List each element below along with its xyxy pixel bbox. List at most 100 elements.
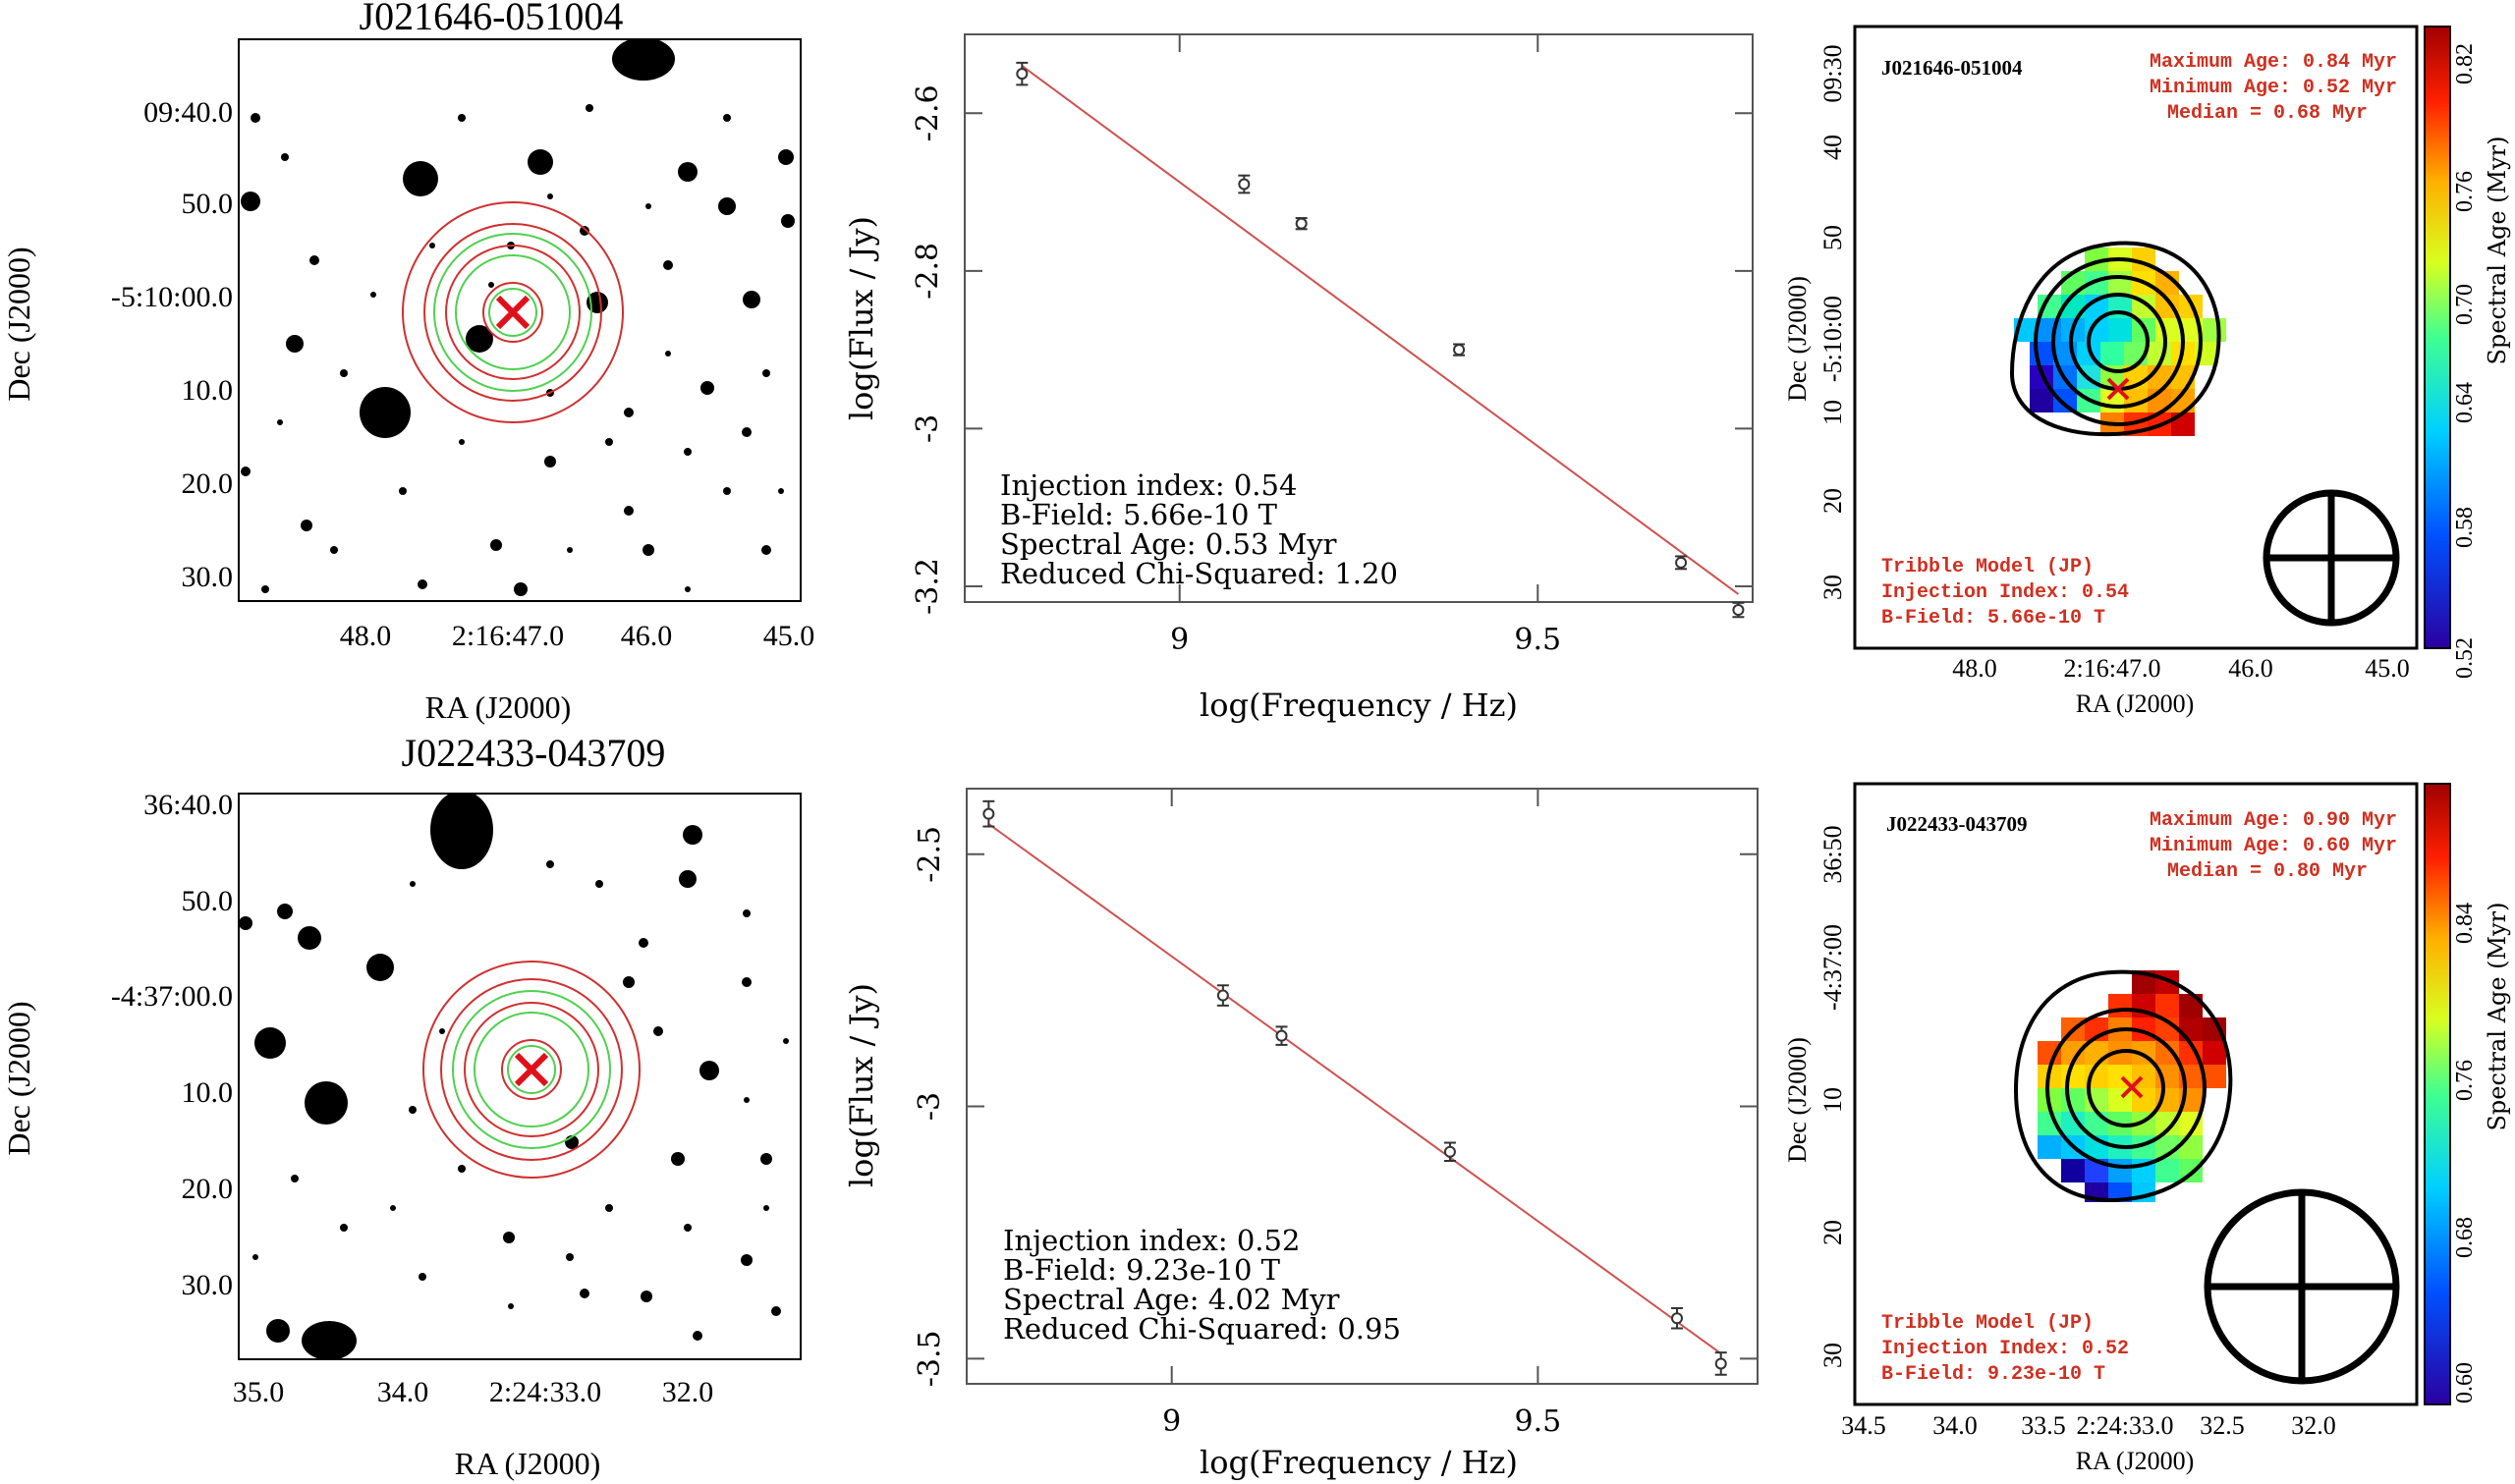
- age-map-ytick-0-3: -5:10:00: [1818, 296, 1847, 382]
- fit-xtick-label-0-1: 9.5: [1514, 623, 1561, 657]
- age-map-stat-1-1: Minimum Age: 0.60 Myr: [2150, 835, 2397, 857]
- age-map-model-1-1: Injection Index: 0.52: [1881, 1338, 2129, 1360]
- colorbar-tick-1-2: 0.76: [2452, 1060, 2478, 1101]
- age-map-ytick-0-5: 20: [1818, 488, 1847, 514]
- optical-ytick-1-0: 36:40.0: [143, 789, 233, 821]
- optical-xlabel-0: RA (J2000): [425, 689, 571, 725]
- age-map-stat-0-1: Minimum Age: 0.52 Myr: [2150, 77, 2397, 99]
- fit-point-0-2: [1295, 217, 1308, 231]
- beam-symbol-0: [2263, 489, 2400, 627]
- optical-ytick-0-2: -5:10:00.0: [111, 281, 233, 313]
- fit-point-0-0: [1016, 61, 1029, 86]
- age-map-model-1-0: Tribble Model (JP): [1881, 1312, 2094, 1335]
- row-0-age-map-panel: J021646-051004 Maximum Age: 0.84 Myr Min…: [1783, 25, 2511, 718]
- age-map-contours-0: [2009, 241, 2221, 437]
- age-map-ytick-0-2: 50: [1818, 225, 1847, 250]
- fit-marker-1-4: [1671, 1312, 1684, 1325]
- fit-xtick-label-0-0: 9: [1170, 623, 1189, 657]
- fit-marker-0-5: [1732, 604, 1745, 617]
- fit-ytick-label-0-3: -3.2: [911, 558, 945, 615]
- row-1-optical-panel: J022433-043709: [1, 731, 802, 1481]
- fit-model-line-0: [1021, 65, 1740, 595]
- colorbar-tick-1-0: 0.60: [2452, 1362, 2478, 1403]
- fit-ytick-label-1-1: -3: [913, 1092, 947, 1121]
- row-0-fit-panel: 9 9.5 -2.6 -2.8 -3 -3.2 Injection index: 0.54…: [843, 33, 1754, 724]
- colorbar-1: [2424, 783, 2451, 1405]
- optical-ytick-0-1: 50.0: [182, 188, 234, 220]
- age-map-ytick-1-3: 20: [1818, 1220, 1847, 1245]
- optical-xtick-0-3: 45.0: [763, 620, 815, 652]
- fit-annotation-0-3: Reduced Chi-Squared: 1.20: [1000, 557, 1398, 590]
- fit-ylabel-0: log(Flux / Jy): [843, 216, 880, 420]
- optical-xtick-1-1: 34.0: [377, 1376, 429, 1408]
- fit-ytick-label-0-1: -2.8: [911, 243, 945, 300]
- optical-image-1: [239, 794, 801, 1359]
- fit-point-1-2: [1275, 1025, 1288, 1046]
- core-marker-1: [514, 1052, 549, 1087]
- age-map-contours-1: [2013, 969, 2233, 1203]
- fit-annotation-1-2: Spectral Age: 4.02 Myr: [1003, 1283, 1340, 1316]
- optical-ylabel-1: Dec (J2000): [1, 1001, 36, 1155]
- colorbar-tick-0-2: 0.64: [2452, 382, 2478, 423]
- age-map-ytick-1-2: 10: [1818, 1087, 1847, 1113]
- colorbar-label-0: Spectral Age (Myr): [2484, 136, 2511, 364]
- fit-marker-0-4: [1675, 556, 1688, 569]
- optical-ytick-1-1: 50.0: [182, 885, 234, 917]
- fit-marker-1-2: [1275, 1029, 1288, 1042]
- row-1-fit-panel: 9 9.5 -2.5 -3 -3.5 Injection index: 0.52 B-F…: [843, 788, 1759, 1481]
- age-map-xtick-1-3: 2:24:33.0: [2077, 1411, 2174, 1440]
- core-marker-0: [495, 295, 531, 330]
- fit-marker-0-1: [1238, 178, 1251, 191]
- optical-ytick-0-5: 30.0: [182, 561, 234, 593]
- age-map-xtick-0-0: 48.0: [1952, 654, 1997, 683]
- age-map-stat-0-2: Median = 0.68 Myr: [2167, 102, 2368, 125]
- age-map-xtick-1-0: 34.5: [1841, 1411, 1886, 1440]
- fit-annotation-1-0: Injection index: 0.52: [1003, 1224, 1300, 1257]
- age-map-xtick-1-1: 34.0: [1932, 1411, 1978, 1440]
- fit-point-1-3: [1443, 1141, 1456, 1163]
- age-map-source-label-1: J022433-043709: [1886, 812, 2028, 836]
- fit-point-1-4: [1671, 1306, 1684, 1330]
- colorbar-tick-1-3: 0.84: [2452, 903, 2478, 944]
- radio-contours-0: [402, 201, 624, 423]
- age-map-core-marker-0: [2106, 377, 2130, 401]
- fit-annotation-1-1: B-Field: 9.23e-10 T: [1003, 1253, 1281, 1287]
- age-map-ytick-0-1: 40: [1818, 135, 1847, 160]
- age-map-xtick-0-3: 45.0: [2365, 654, 2410, 683]
- fit-ytick-label-0-2: -3: [911, 414, 945, 443]
- age-map-xtick-1-2: 33.5: [2021, 1411, 2066, 1440]
- fit-marker-1-3: [1443, 1145, 1456, 1158]
- optical-ytick-1-3: 10.0: [182, 1076, 234, 1109]
- colorbar-tick-0-3: 0.70: [2452, 284, 2478, 325]
- age-map-model-0-1: Injection Index: 0.54: [1881, 581, 2129, 604]
- fit-marker-1-5: [1714, 1357, 1727, 1370]
- fit-annotation-0-2: Spectral Age: 0.53 Myr: [1000, 527, 1337, 561]
- fit-annotation-0-0: Injection index: 0.54: [1000, 468, 1297, 502]
- fit-xtick-label-1-1: 9.5: [1515, 1404, 1562, 1439]
- colorbar-label-1: Spectral Age (Myr): [2484, 902, 2511, 1130]
- fit-point-1-5: [1714, 1351, 1727, 1376]
- fit-point-0-3: [1453, 343, 1466, 357]
- beam-symbol-1: [2204, 1188, 2400, 1385]
- fit-point-0-1: [1238, 174, 1251, 194]
- fit-point-1-0: [982, 799, 995, 828]
- colorbar-tick-0-4: 0.76: [2452, 171, 2478, 212]
- fit-xlabel-0: log(Frequency / Hz): [1200, 687, 1518, 724]
- fit-plot-frame-1: [966, 788, 1759, 1385]
- row-1-age-map-panel: J022433-043709 Maximum Age: 0.90 Myr Min…: [1783, 782, 2511, 1475]
- fit-marker-0-3: [1453, 344, 1466, 357]
- optical-xtick-1-0: 35.0: [233, 1376, 285, 1408]
- age-map-ytick-1-1: -4:37:00: [1818, 924, 1847, 1011]
- row-0-optical-panel: J021646-051004: [1, 0, 814, 725]
- fit-ylabel-1: log(Flux / Jy): [843, 983, 880, 1187]
- fit-xlabel-1: log(Frequency / Hz): [1200, 1444, 1518, 1481]
- age-map-model-1-2: B-Field: 9.23e-10 T: [1881, 1363, 2105, 1386]
- optical-xtick-1-2: 2:24:33.0: [489, 1376, 601, 1408]
- fit-point-0-5: [1732, 601, 1745, 619]
- optical-ytick-0-0: 09:40.0: [143, 96, 233, 129]
- age-map-ytick-1-4: 30: [1818, 1343, 1847, 1368]
- age-map-stat-0-0: Maximum Age: 0.84 Myr: [2150, 51, 2397, 74]
- age-map-ylabel-0: Dec (J2000): [1783, 276, 1812, 402]
- optical-xtick-1-3: 32.0: [662, 1376, 714, 1408]
